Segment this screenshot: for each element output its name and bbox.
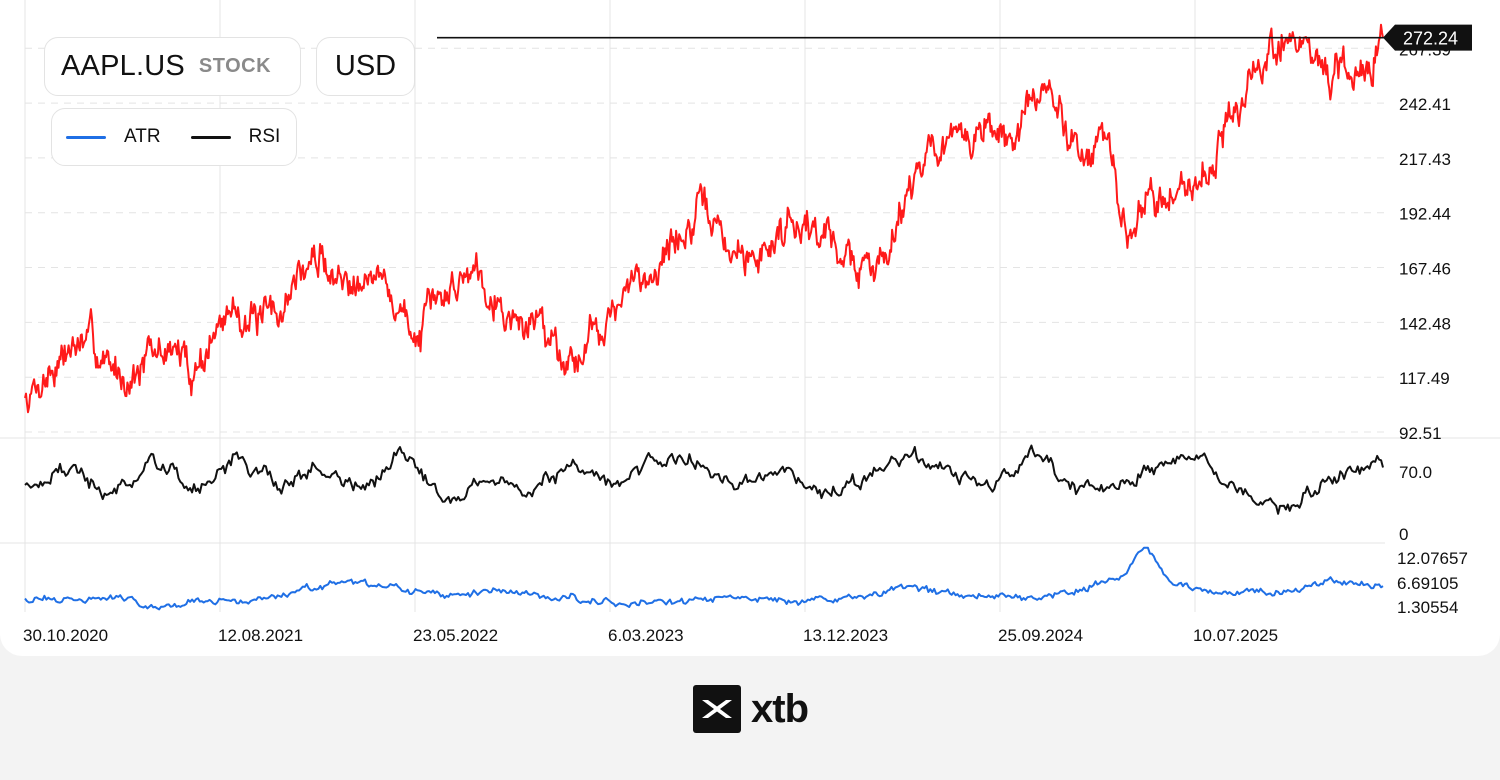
atr-panel xyxy=(24,546,1384,611)
y-tick-label-price: 217.43 xyxy=(1399,150,1451,169)
y-tick-label-rsi: 70.0 xyxy=(1399,463,1432,482)
y-tick-label-price: 117.49 xyxy=(1399,369,1450,388)
x-tick-label: 23.05.2022 xyxy=(413,626,498,645)
chart-card: 30.10.2020 12.08.2021 23.05.2022 6.03.2023 1… xyxy=(0,0,1500,656)
xtb-logo-icon xyxy=(693,685,741,733)
currency-label: USD xyxy=(334,50,397,82)
price-panel xyxy=(24,23,1384,414)
instrument-type-label: STOCK xyxy=(198,55,272,77)
legend-swatch-rsi xyxy=(190,135,231,139)
legend-item-atr[interactable]: ATR xyxy=(66,126,161,148)
brand-logo: xtb xyxy=(693,685,809,733)
last-price-label: 272.24 xyxy=(1403,29,1458,49)
legend-item-rsi[interactable]: RSI xyxy=(190,126,281,148)
instrument-selector[interactable]: AAPL.US STOCK xyxy=(44,37,301,96)
ticker-symbol: AAPL.US xyxy=(61,50,185,82)
legend-label-atr: ATR xyxy=(124,126,161,147)
chart-canvas[interactable]: 30.10.2020 12.08.2021 23.05.2022 6.03.2023 1… xyxy=(0,0,1500,656)
price-series-line xyxy=(24,23,1384,414)
x-tick-label: 30.10.2020 xyxy=(23,626,108,645)
atr-series-line xyxy=(24,546,1384,611)
y-tick-label-atr: 1.30554 xyxy=(1397,598,1458,617)
legend-label-rsi: RSI xyxy=(248,126,281,147)
y-tick-label-price: 92.51 xyxy=(1399,424,1442,443)
legend-swatch-atr xyxy=(66,135,106,139)
chart-legend: ATR RSI xyxy=(51,108,297,166)
axis-labels: 30.10.2020 12.08.2021 23.05.2022 6.03.2023 1… xyxy=(23,40,1468,645)
x-tick-label: 10.07.2025 xyxy=(1193,626,1278,645)
x-tick-label: 13.12.2023 xyxy=(803,626,888,645)
y-tick-label-rsi: 0 xyxy=(1399,525,1408,544)
x-tick-label: 6.03.2023 xyxy=(608,626,684,645)
y-tick-label-price: 167.46 xyxy=(1399,260,1451,279)
last-price-tag xyxy=(1383,24,1472,51)
currency-selector[interactable]: USD xyxy=(316,37,415,96)
brand-name: xtb xyxy=(751,686,809,731)
y-tick-label-price: 142.48 xyxy=(1399,314,1451,333)
y-tick-label-price: 192.44 xyxy=(1399,205,1451,224)
rsi-panel xyxy=(24,444,1384,515)
y-tick-label-atr: 6.69105 xyxy=(1397,574,1458,593)
y-tick-label-atr: 12.07657 xyxy=(1397,549,1468,568)
x-tick-label: 25.09.2024 xyxy=(998,626,1083,645)
rsi-series-line xyxy=(24,444,1384,515)
y-tick-label-price: 242.41 xyxy=(1399,95,1451,114)
price-tag-group: 272.24 xyxy=(437,24,1472,51)
x-tick-label: 12.08.2021 xyxy=(218,626,303,645)
